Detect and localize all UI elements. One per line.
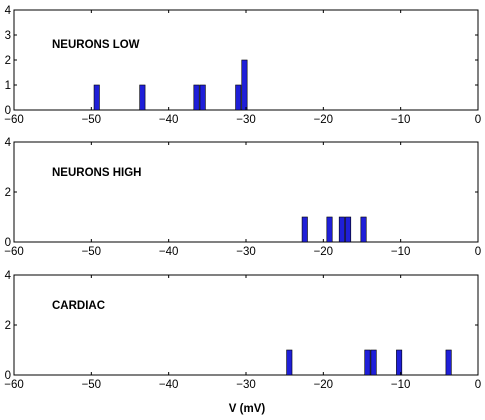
neurons-low-y-tick-label: 2 — [5, 55, 11, 67]
neurons-low-x-tick-label: −50 — [82, 114, 102, 126]
neurons-low-panel-label: NEURONS LOW — [52, 39, 140, 51]
cardiac-x-tick-label: −40 — [159, 379, 179, 391]
neurons-high-axes-frame — [13, 141, 479, 243]
neurons-high-x-tick-label: −40 — [159, 246, 179, 258]
neurons-high-bar — [301, 216, 308, 243]
cardiac-x-tick-label: −50 — [82, 379, 102, 391]
neurons-high-y-tick-label: 0 — [5, 237, 11, 249]
cardiac-panel-label: CARDIAC — [52, 300, 105, 312]
neurons-high-bar — [326, 216, 333, 243]
neurons-high-bar — [345, 216, 352, 243]
neurons-low-y-tick-label: 0 — [5, 105, 11, 117]
panel-neurons-low: −60 −50 −40 −30 −20 −10 0 0 1 2 3 4 NEURONS LOW — [4, 5, 481, 126]
cardiac-bar — [364, 349, 371, 376]
neurons-low-bar — [193, 84, 200, 111]
neurons-low-y-tick-label: 3 — [5, 30, 11, 42]
neurons-low-bar — [199, 84, 206, 111]
neurons-high-panel-label: NEURONS HIGH — [52, 167, 141, 179]
cardiac-x-tick-label: −60 — [4, 379, 24, 391]
neurons-low-x-tick-label: −40 — [159, 114, 179, 126]
cardiac-bar — [370, 349, 377, 376]
neurons-high-x-tick-label: 0 — [475, 246, 481, 258]
neurons-low-bar — [235, 84, 242, 111]
panel-neurons-high: −60 −50 −40 −30 −20 −10 0 0 2 4 NEURONS HIGH — [4, 137, 481, 258]
cardiac-y-tick-label: 4 — [5, 270, 12, 282]
neurons-high-x-tick-label: −20 — [314, 246, 334, 258]
cardiac-x-tick-label: −10 — [391, 379, 411, 391]
neurons-high-y-tick-label: 4 — [5, 137, 12, 149]
neurons-high-bar — [360, 216, 367, 243]
neurons-high-x-tick-label: −50 — [82, 246, 102, 258]
neurons-low-bar — [241, 59, 248, 111]
cardiac-axes-frame — [13, 274, 479, 376]
neurons-high-bar — [338, 216, 345, 243]
neurons-high-x-tick-label: −30 — [236, 246, 256, 258]
cardiac-y-tick-label: 0 — [5, 370, 11, 382]
neurons-low-x-tick-label: −30 — [236, 114, 256, 126]
neurons-low-bar — [139, 84, 146, 111]
cardiac-x-tick-label: 0 — [475, 379, 481, 391]
panel-cardiac: −60 −50 −40 −30 −20 −10 0 0 2 4 CARDIAC — [4, 270, 481, 391]
neurons-low-x-tick-label: −60 — [4, 114, 24, 126]
x-axis-label: V (mV) — [229, 403, 266, 415]
neurons-low-y-tick-label: 1 — [5, 80, 11, 92]
cardiac-bar — [286, 349, 293, 376]
cardiac-x-tick-label: −20 — [314, 379, 334, 391]
cardiac-x-tick-label: −30 — [236, 379, 256, 391]
cardiac-bar — [445, 349, 452, 376]
cardiac-bar — [396, 349, 403, 376]
neurons-high-x-tick-label: −60 — [4, 246, 24, 258]
neurons-high-x-tick-label: −10 — [391, 246, 411, 258]
neurons-low-bar — [93, 84, 100, 111]
neurons-high-y-tick-label: 2 — [5, 187, 11, 199]
neurons-low-x-tick-label: 0 — [475, 114, 481, 126]
neurons-low-x-tick-label: −20 — [314, 114, 334, 126]
cardiac-y-tick-label: 2 — [5, 320, 11, 332]
neurons-low-x-tick-label: −10 — [391, 114, 411, 126]
neurons-low-y-tick-label: 4 — [5, 5, 12, 17]
